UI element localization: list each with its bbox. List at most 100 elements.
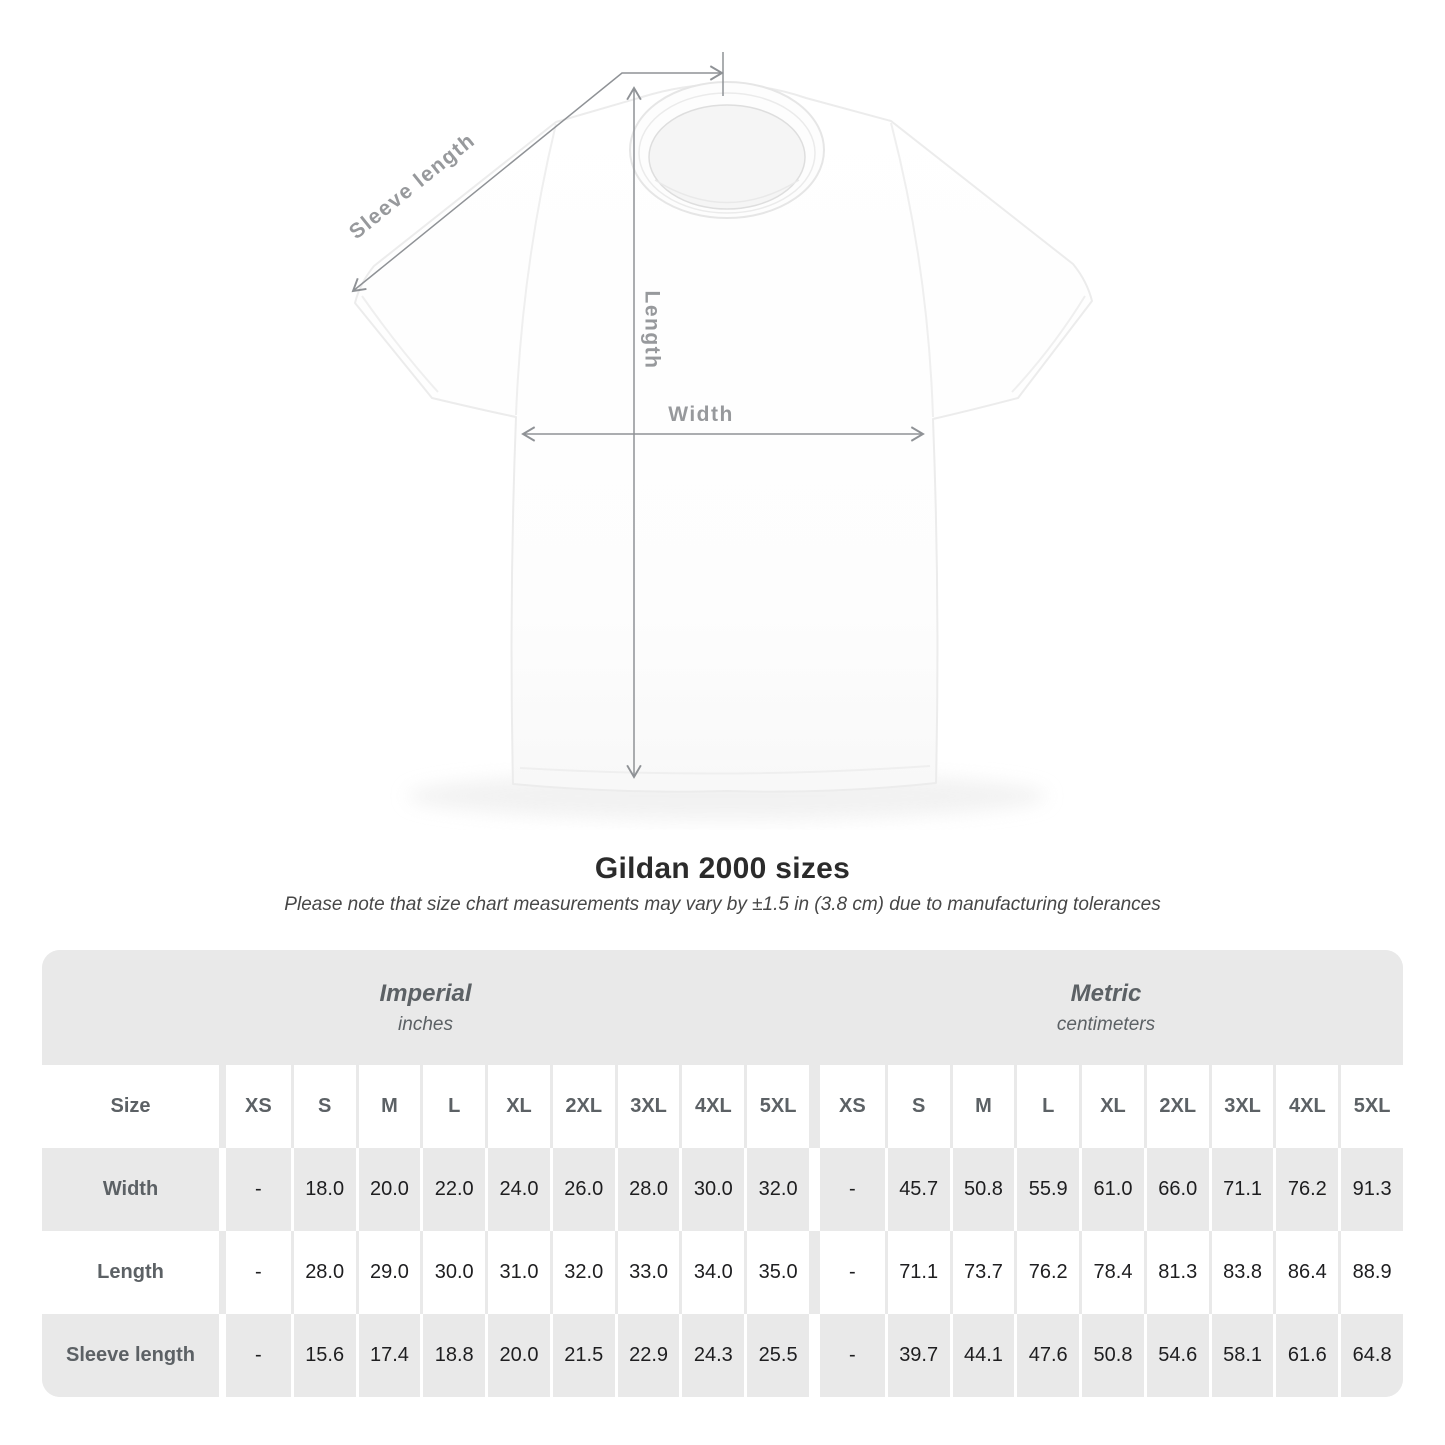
length-metric-value: 78.4 bbox=[1079, 1231, 1144, 1314]
sleeve-metric-value: 50.8 bbox=[1079, 1314, 1144, 1397]
size-column-header: L bbox=[1014, 1065, 1080, 1148]
length-metric-value: 81.3 bbox=[1143, 1231, 1209, 1314]
row-label-length: Length bbox=[42, 1231, 219, 1314]
sleeve-imperial-value: 15.6 bbox=[290, 1314, 356, 1397]
imperial-units: inches bbox=[398, 1013, 453, 1035]
column-separator bbox=[219, 1231, 226, 1314]
width-imperial-value: 22.0 bbox=[420, 1148, 486, 1231]
width-imperial-value: 20.0 bbox=[355, 1148, 421, 1231]
group-separator bbox=[809, 1065, 820, 1148]
width-metric-value: 66.0 bbox=[1143, 1148, 1209, 1231]
length-metric-values: -71.1 73.7 76.2 78.4 81.3 83.8 86.4 88.9 bbox=[820, 1231, 1403, 1314]
size-column-header: 5XL bbox=[744, 1065, 809, 1148]
table-row-width: Width -18.0 20.0 22.0 24.0 26.0 28.0 30.0 32.0 … bbox=[42, 1148, 1403, 1231]
size-table: Imperial inches Metric centimeters Size … bbox=[42, 950, 1403, 1397]
size-column-header: 3XL bbox=[614, 1065, 680, 1148]
size-column-header: 4XL bbox=[679, 1065, 745, 1148]
column-separator bbox=[219, 1314, 226, 1397]
length-imperial-values: -28.0 29.0 30.0 31.0 32.0 33.0 34.0 35.0 bbox=[226, 1231, 809, 1314]
length-imperial-value: 29.0 bbox=[355, 1231, 421, 1314]
tshirt-collar bbox=[629, 81, 825, 219]
width-metric-value: 61.0 bbox=[1079, 1148, 1144, 1231]
metric-size-headers: XS S M L XL 2XL 3XL 4XL 5XL bbox=[820, 1065, 1403, 1148]
sleeve-metric-value: 61.6 bbox=[1273, 1314, 1339, 1397]
width-imperial-value: 26.0 bbox=[549, 1148, 615, 1231]
length-imperial-value: 34.0 bbox=[679, 1231, 745, 1314]
metric-units: centimeters bbox=[1056, 1013, 1156, 1035]
size-header-row: Size XS S M L XL 2XL 3XL 4XL 5XL XS S M L XL 2XL 3XL 4X… bbox=[42, 1065, 1403, 1148]
length-imperial-value: 32.0 bbox=[549, 1231, 615, 1314]
sleeve-imperial-value: 22.9 bbox=[614, 1314, 680, 1397]
size-column-header: S bbox=[884, 1065, 950, 1148]
size-column-header: M bbox=[355, 1065, 421, 1148]
width-imperial-values: -18.0 20.0 22.0 24.0 26.0 28.0 30.0 32.0 bbox=[226, 1148, 809, 1231]
corner-header-size: Size bbox=[42, 1065, 219, 1148]
size-column-header: 4XL bbox=[1273, 1065, 1339, 1148]
sleeve-imperial-value: 18.8 bbox=[420, 1314, 486, 1397]
width-metric-value: 76.2 bbox=[1273, 1148, 1339, 1231]
length-metric-value: 83.8 bbox=[1208, 1231, 1274, 1314]
tolerance-note: Please note that size chart measurements… bbox=[284, 894, 1161, 915]
length-metric-value: 71.1 bbox=[884, 1231, 950, 1314]
width-metric-value: 50.8 bbox=[949, 1148, 1015, 1231]
row-label-width: Width bbox=[42, 1148, 219, 1231]
sleeve-metric-value: 47.6 bbox=[1014, 1314, 1080, 1397]
width-label: Width bbox=[668, 403, 734, 426]
length-metric-value: 73.7 bbox=[949, 1231, 1015, 1314]
tshirt-measurement-diagram: Sleeve length Length Width bbox=[345, 52, 1093, 820]
length-metric-value: 86.4 bbox=[1273, 1231, 1339, 1314]
sleeve-metric-values: -39.7 44.1 47.6 50.8 54.6 58.1 61.6 64.8 bbox=[820, 1314, 1403, 1397]
size-column-header: XL bbox=[1079, 1065, 1144, 1148]
length-metric-value: - bbox=[820, 1231, 885, 1314]
group-separator bbox=[809, 1231, 820, 1314]
sleeve-imperial-value: 21.5 bbox=[549, 1314, 615, 1397]
row-label-sleeve-length: Sleeve length bbox=[42, 1314, 219, 1397]
unit-group-header-row: Imperial inches Metric centimeters bbox=[42, 950, 1403, 1065]
sleeve-imperial-values: -15.6 17.4 18.8 20.0 21.5 22.9 24.3 25.5 bbox=[226, 1314, 809, 1397]
length-imperial-value: - bbox=[226, 1231, 291, 1314]
sleeve-metric-value: 64.8 bbox=[1338, 1314, 1403, 1397]
column-separator bbox=[219, 1065, 226, 1148]
imperial-size-headers: XS S M L XL 2XL 3XL 4XL 5XL bbox=[226, 1065, 809, 1148]
width-imperial-value: 18.0 bbox=[290, 1148, 356, 1231]
length-metric-value: 88.9 bbox=[1338, 1231, 1403, 1314]
sleeve-metric-value: 39.7 bbox=[884, 1314, 950, 1397]
length-metric-value: 76.2 bbox=[1014, 1231, 1080, 1314]
size-column-header: L bbox=[420, 1065, 486, 1148]
width-imperial-value: 30.0 bbox=[679, 1148, 745, 1231]
imperial-label: Imperial bbox=[379, 979, 472, 1007]
size-column-header: 3XL bbox=[1208, 1065, 1274, 1148]
page-title: Gildan 2000 sizes bbox=[594, 852, 851, 885]
width-imperial-value: 32.0 bbox=[744, 1148, 809, 1231]
width-metric-value: - bbox=[820, 1148, 885, 1231]
width-metric-value: 91.3 bbox=[1338, 1148, 1403, 1231]
sleeve-metric-value: - bbox=[820, 1314, 885, 1397]
sleeve-metric-value: 54.6 bbox=[1143, 1314, 1209, 1397]
size-column-header: 5XL bbox=[1338, 1065, 1403, 1148]
length-imperial-value: 28.0 bbox=[290, 1231, 356, 1314]
imperial-group-header: Imperial inches bbox=[42, 950, 809, 1065]
group-separator bbox=[809, 1314, 820, 1397]
size-column-header: XL bbox=[485, 1065, 550, 1148]
group-separator bbox=[809, 1148, 820, 1231]
size-column-header: 2XL bbox=[1143, 1065, 1209, 1148]
table-row-length: Length -28.0 29.0 30.0 31.0 32.0 33.0 34.0 35.0… bbox=[42, 1231, 1403, 1314]
metric-group-header: Metric centimeters bbox=[809, 950, 1403, 1065]
width-metric-value: 71.1 bbox=[1208, 1148, 1274, 1231]
length-imperial-value: 35.0 bbox=[744, 1231, 809, 1314]
length-imperial-value: 33.0 bbox=[614, 1231, 680, 1314]
sleeve-metric-value: 44.1 bbox=[949, 1314, 1015, 1397]
size-column-header: 2XL bbox=[549, 1065, 615, 1148]
width-metric-value: 55.9 bbox=[1014, 1148, 1080, 1231]
width-imperial-value: - bbox=[226, 1148, 291, 1231]
sleeve-length-line bbox=[351, 65, 724, 293]
length-imperial-value: 30.0 bbox=[420, 1231, 486, 1314]
width-metric-values: -45.7 50.8 55.9 61.0 66.0 71.1 76.2 91.3 bbox=[820, 1148, 1403, 1231]
width-imperial-value: 24.0 bbox=[485, 1148, 550, 1231]
sleeve-imperial-value: 24.3 bbox=[679, 1314, 745, 1397]
size-column-header: XS bbox=[820, 1065, 885, 1148]
length-imperial-value: 31.0 bbox=[485, 1231, 550, 1314]
width-metric-value: 45.7 bbox=[884, 1148, 950, 1231]
table-row-sleeve-length: Sleeve length -15.6 17.4 18.8 20.0 21.5 22.9 2… bbox=[42, 1314, 1403, 1397]
